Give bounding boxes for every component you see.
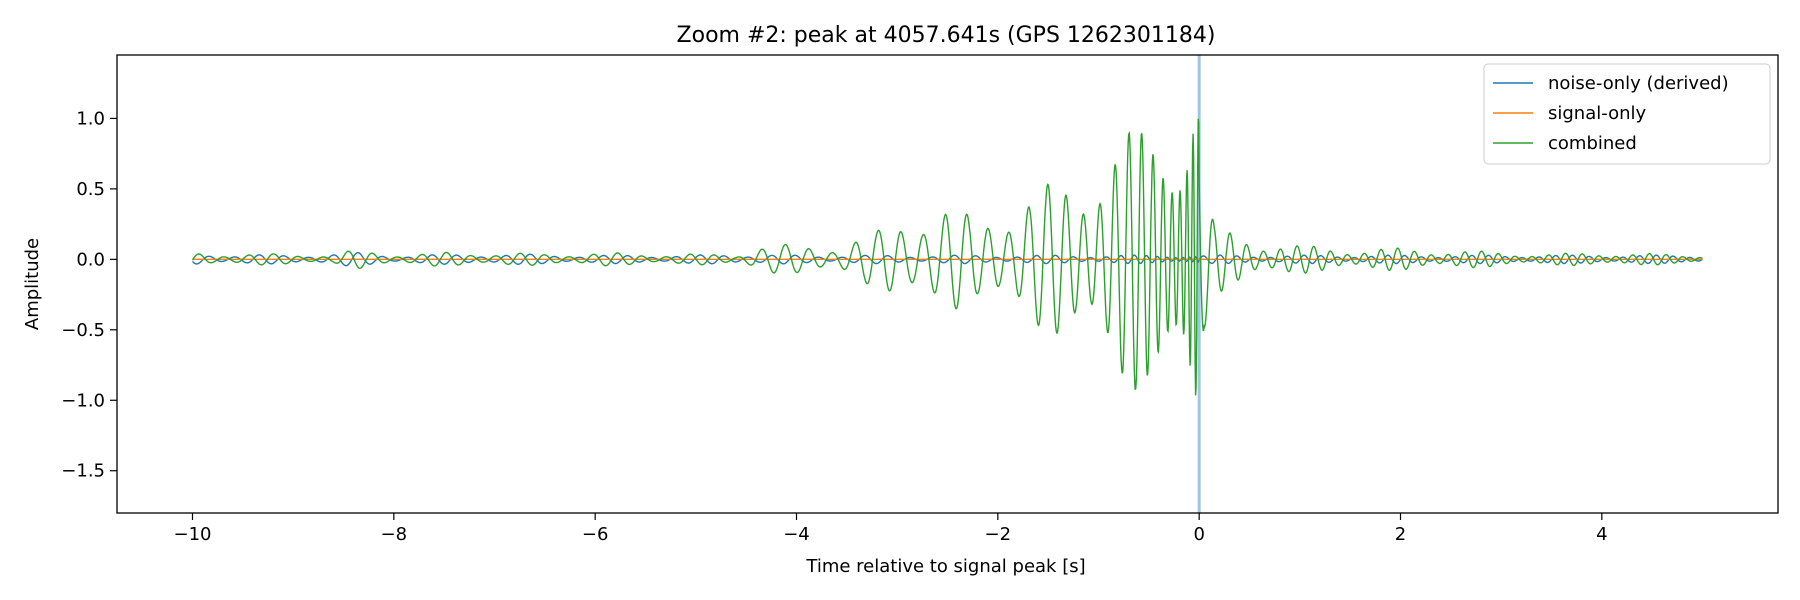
y-tick-label: 0.0 [76,249,105,270]
x-tick-label: −6 [582,524,609,545]
x-tick-label: −4 [783,524,810,545]
plot-area [191,55,1703,513]
x-tick-label: −2 [985,524,1012,545]
y-tick-label: −1.5 [61,461,105,482]
series-line-combined [191,118,1703,396]
legend-label: combined [1548,133,1637,154]
y-tick-label: −1.0 [61,390,105,411]
y-axis: −1.5 −1.0 −0.5 0.0 0.5 1.0 [61,108,117,482]
x-tick-label: −8 [381,524,408,545]
x-tick-label: 0 [1193,524,1204,545]
plot-frame [116,54,1779,514]
legend-box [1483,63,1771,165]
y-tick-label: 1.0 [76,108,105,129]
legend-label: noise-only (derived) [1548,73,1729,94]
legend: noise-only (derived) signal-only combined [1483,63,1771,165]
chart-title: Zoom #2: peak at 4057.641s (GPS 12623011… [677,23,1216,48]
x-axis-label: Time relative to signal peak [s] [805,556,1085,577]
legend-label: signal-only [1548,103,1646,124]
y-axis-label: Amplitude [22,238,43,330]
y-tick-label: −0.5 [61,320,105,341]
y-tick-label: 0.5 [76,179,105,200]
x-tick-label: 4 [1596,524,1607,545]
x-tick-label: −10 [174,524,212,545]
x-axis: −10 −8 −6 −4 −2 0 2 4 [174,513,1608,545]
x-tick-label: 2 [1395,524,1406,545]
